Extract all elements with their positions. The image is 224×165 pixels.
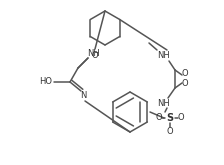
Text: NH: NH bbox=[157, 99, 169, 108]
Text: O: O bbox=[167, 127, 173, 135]
Text: O: O bbox=[156, 114, 162, 122]
Text: NH: NH bbox=[157, 50, 169, 60]
Text: O: O bbox=[182, 69, 188, 79]
Text: NH: NH bbox=[87, 49, 99, 57]
Text: HO: HO bbox=[39, 78, 52, 86]
Text: O: O bbox=[92, 50, 98, 60]
Text: N: N bbox=[80, 92, 86, 100]
Text: O: O bbox=[178, 114, 184, 122]
Text: S: S bbox=[166, 113, 174, 123]
Text: O: O bbox=[182, 80, 188, 88]
